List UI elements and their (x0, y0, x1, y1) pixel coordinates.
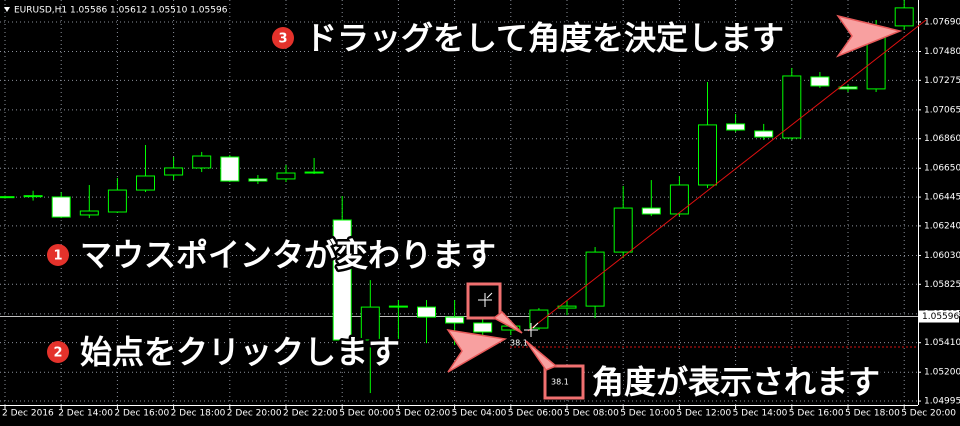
step-text: ドラッグをして角度を決定します (305, 19, 784, 57)
cursor (524, 322, 539, 337)
candle-body (417, 306, 436, 318)
x-tick-label: 5 Dec 14:00 (733, 409, 788, 419)
y-tick-label: 1.05200 (924, 368, 960, 378)
current-price-box (919, 310, 959, 323)
angle-trendline (527, 19, 927, 332)
x-tick-label: 5 Dec 08:00 (564, 409, 619, 419)
candle-body (641, 207, 661, 215)
candle-body (754, 130, 774, 138)
step-text: マウスポインタが変わります (80, 236, 496, 274)
angle-box-label: 38.1 (551, 378, 569, 387)
angle-label: 38.1 (510, 339, 528, 348)
y-tick-label: 1.07275 (924, 76, 960, 86)
candle-body (613, 207, 633, 253)
candle-body (669, 184, 689, 215)
y-tick-label: 1.06860 (924, 134, 960, 144)
y-tick-label: 1.06030 (924, 251, 960, 261)
candle-body (332, 219, 352, 341)
y-tick-label: 1.06445 (924, 193, 960, 203)
x-tick-label: 5 Dec 20:00 (901, 409, 956, 419)
step-badge (47, 244, 69, 266)
arrow (446, 328, 508, 373)
candle-body (136, 175, 155, 191)
current-price-label: 1.05596 (922, 312, 959, 322)
step-badge (47, 341, 69, 363)
x-tick-label: 5 Dec 16:00 (789, 409, 844, 419)
candle-body (276, 172, 296, 180)
candle-body (557, 305, 577, 309)
candle-body (164, 167, 184, 176)
candle-body (726, 123, 746, 131)
y-tick-label: 1.07065 (924, 105, 960, 115)
step-text: 始点をクリックします (80, 333, 400, 371)
plot (0, 0, 921, 405)
candle-body (782, 75, 802, 139)
candle-body (360, 306, 380, 341)
candle-body (107, 189, 127, 213)
x-tick-label: 2 Dec 18:00 (171, 409, 226, 419)
candle-body (388, 305, 408, 308)
x-tick-label: 5 Dec 04:00 (452, 409, 507, 419)
step-number: 2 (53, 346, 62, 361)
candle-body (0, 196, 15, 199)
arrow (525, 340, 558, 371)
y-tick-label: 1.07480 (924, 47, 960, 57)
x-tick-label: 2 Dec 2016 (2, 409, 54, 419)
x-tick-label: 5 Dec 02:00 (395, 409, 450, 419)
candle-body (192, 155, 212, 169)
candle-body (529, 309, 549, 329)
cursor-icon (478, 292, 493, 307)
step-badge (272, 27, 294, 49)
candle-body (220, 156, 240, 182)
title-icon (4, 7, 10, 12)
candle-body (838, 86, 858, 90)
x-tick-label: 5 Dec 06:00 (508, 409, 563, 419)
candle-body (51, 196, 71, 218)
angle-note: 角度が表示されます (592, 363, 880, 401)
y-tick-label: 1.05410 (924, 338, 960, 348)
y-tick-label: 1.06240 (924, 221, 960, 231)
candle-body (698, 124, 717, 186)
x-tick-label: 5 Dec 18:00 (845, 409, 900, 419)
x-tick-label: 2 Dec 20:00 (227, 409, 282, 419)
candle-body (810, 76, 830, 87)
candle-body (473, 322, 493, 333)
x-tick-label: 5 Dec 10:00 (620, 409, 675, 419)
cursor-box (466, 282, 502, 320)
y-tick-label: 1.05825 (924, 280, 960, 290)
candle-body (445, 316, 465, 324)
candle-body (79, 210, 99, 216)
step-number: 1 (53, 249, 62, 264)
arrow (492, 311, 523, 334)
y-tick-label: 1.06650 (924, 164, 960, 174)
candle-body (894, 7, 914, 27)
chart-title: EURUSD,H1 1.05586 1.05612 1.05510 1.0559… (14, 6, 228, 16)
y-tick-label: 1.04995 (924, 397, 960, 407)
x-tick-label: 2 Dec 14:00 (58, 409, 113, 419)
candle-body (304, 171, 324, 174)
arrow (835, 14, 903, 58)
x-tick-label: 5 Dec 12:00 (676, 409, 731, 419)
x-tick-label: 2 Dec 16:00 (114, 409, 169, 419)
x-tick-label: 2 Dec 22:00 (283, 409, 338, 419)
angle-box (543, 364, 585, 400)
step-number: 3 (278, 32, 287, 47)
x-tick-label: 5 Dec 00:00 (339, 409, 394, 419)
candle-body (23, 195, 43, 198)
candle-body (248, 178, 268, 182)
y-tick-label: 1.07690 (924, 17, 960, 27)
